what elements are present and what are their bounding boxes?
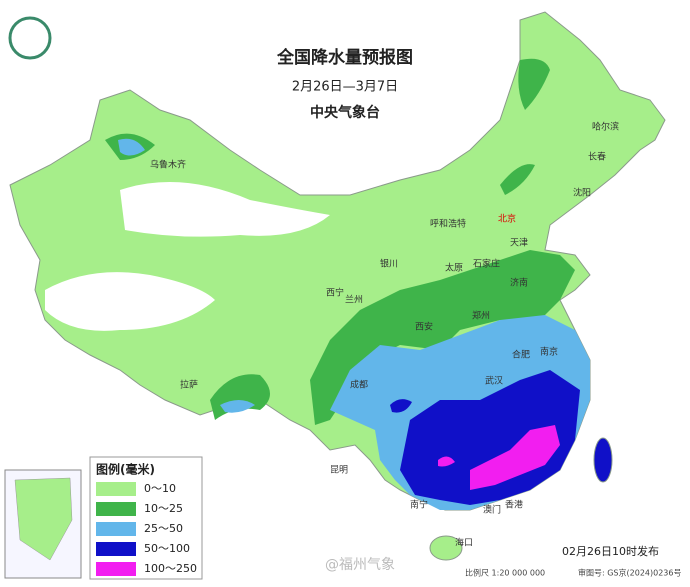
city-label: 太原 — [445, 262, 463, 274]
legend-swatch — [96, 562, 136, 576]
city-label: 银川 — [380, 258, 398, 270]
legend-label: 10～25 — [144, 502, 183, 515]
rain-50-100 — [400, 370, 580, 505]
city-label: 西宁 — [326, 287, 344, 299]
rain-50-100 — [390, 399, 412, 413]
city-label: 海口 — [455, 537, 473, 549]
watermark: @福州气象 — [325, 557, 395, 573]
legend-label: 100～250 — [144, 562, 197, 575]
city-label: 成都 — [350, 379, 368, 391]
rain-100-250 — [470, 425, 560, 490]
period: 2月26日—3月7日 — [292, 80, 398, 95]
city-label: 北京 — [498, 213, 516, 225]
city-label: 拉萨 — [180, 379, 198, 391]
hainan — [429, 535, 463, 561]
legend-label: 25～50 — [144, 522, 183, 535]
city-label: 乌鲁木齐 — [150, 159, 186, 171]
scale: 比例尺 1:20 000 000 — [465, 568, 545, 578]
city-label: 澳门 — [483, 504, 501, 516]
city-label: 昆明 — [330, 465, 348, 476]
legend-title: 图例(毫米) — [96, 462, 155, 477]
published: 02月26日10时发布 — [562, 544, 659, 558]
title: 全国降水量预报图 — [276, 47, 413, 68]
city-label: 石家庄 — [473, 258, 500, 270]
city-label: 武汉 — [485, 375, 503, 387]
legend-swatch — [96, 522, 136, 536]
city-label: 西安 — [415, 321, 433, 333]
legend-label: 50～100 — [144, 542, 190, 555]
legend-label: 0～10 — [144, 482, 176, 495]
inset-land — [14, 477, 73, 561]
rain-10-25 — [310, 250, 575, 425]
taiwan — [593, 437, 613, 483]
rain-25-50 — [220, 400, 255, 413]
legend-swatch — [96, 482, 136, 496]
rain-10-25 — [500, 164, 535, 195]
rain-25-50 — [118, 138, 145, 156]
city-label: 长春 — [588, 151, 606, 163]
city-label: 哈尔滨 — [592, 121, 619, 133]
city-label: 呼和浩特 — [430, 218, 466, 230]
city-label: 合肥 — [512, 349, 530, 361]
rain-100-250 — [438, 456, 455, 467]
logo — [8, 16, 52, 60]
legend-swatch — [96, 502, 136, 516]
no-rain-area — [45, 272, 215, 331]
legend-swatch — [96, 542, 136, 556]
city-label: 香港 — [505, 499, 523, 511]
no-rain-area — [120, 182, 330, 237]
city-label: 南宁 — [410, 499, 428, 511]
city-label: 济南 — [510, 277, 528, 289]
city-label: 郑州 — [472, 310, 490, 322]
legend-box — [89, 456, 203, 580]
legend: 图例(毫米) 0～10 10～25 25～50 50～100 100～250 — [89, 456, 203, 580]
city-label: 沈阳 — [573, 187, 591, 199]
city-label: 兰州 — [345, 294, 363, 306]
city-label: 天津 — [510, 238, 528, 249]
map-number: 审图号: GS京(2024)0236号 — [578, 568, 681, 578]
city-label: 南京 — [540, 346, 558, 358]
issuer: 中央气象台 — [310, 104, 380, 121]
rain-10-25 — [518, 58, 550, 110]
